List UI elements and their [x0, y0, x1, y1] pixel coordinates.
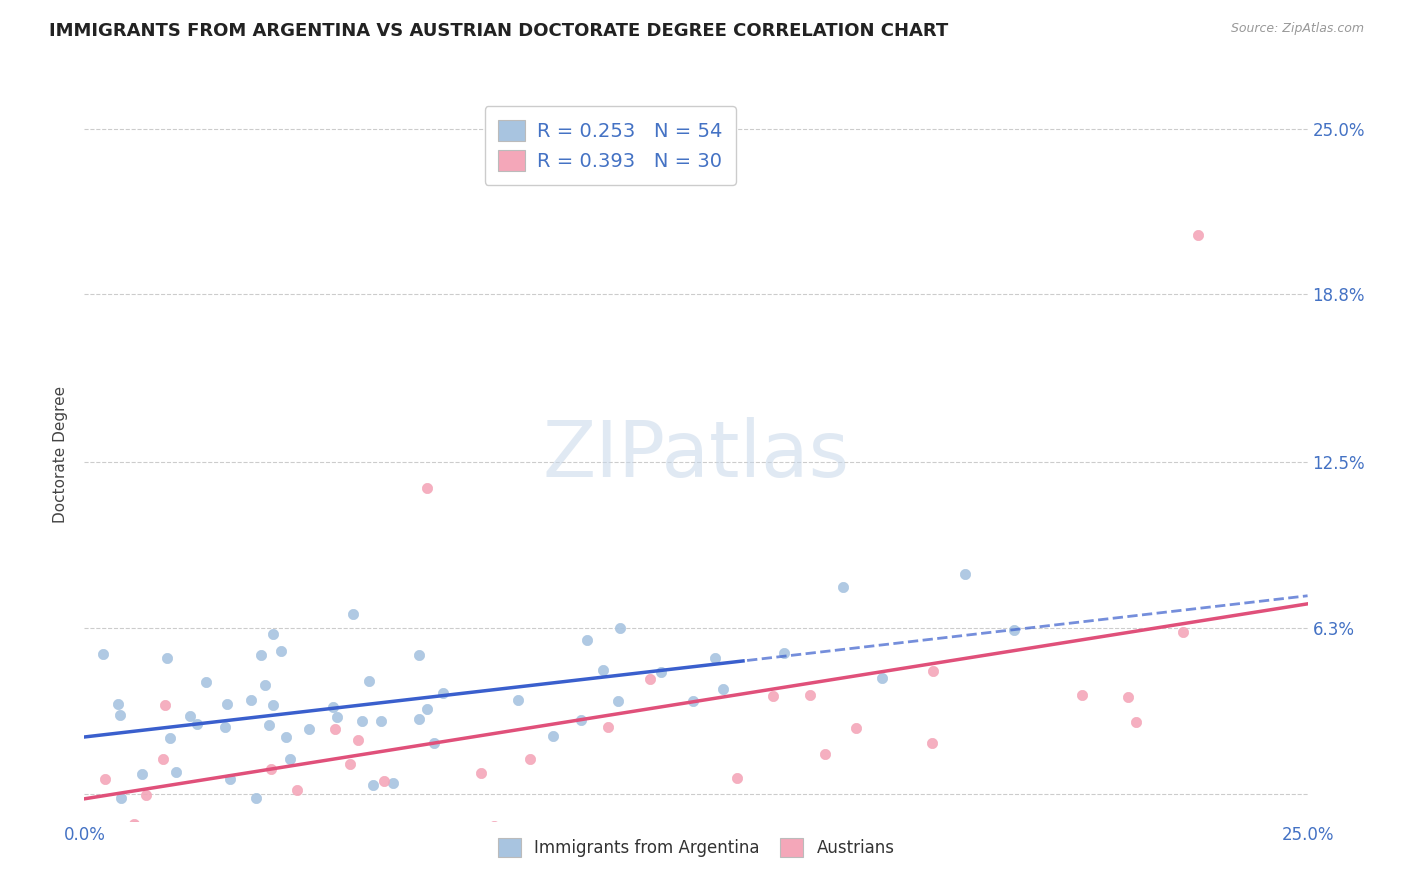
Point [131, 767, 153, 781]
Point [382, 776, 405, 790]
Point [638, 673, 661, 687]
Point [814, 747, 837, 762]
Point [250, 648, 273, 662]
Point [91, 647, 114, 661]
Point [326, 709, 349, 723]
Point [253, 677, 276, 691]
Point [831, 580, 853, 594]
Point [245, 790, 267, 805]
Point [596, 720, 619, 734]
Point [195, 674, 218, 689]
Point [470, 765, 492, 780]
Point [416, 481, 439, 495]
Point [107, 697, 129, 711]
Point [592, 664, 614, 678]
Point [239, 693, 262, 707]
Text: Source: ZipAtlas.com: Source: ZipAtlas.com [1230, 22, 1364, 36]
Point [921, 735, 943, 749]
Point [278, 752, 301, 766]
Point [1187, 228, 1209, 243]
Point [186, 717, 208, 731]
Point [799, 688, 821, 702]
Point [650, 665, 672, 680]
Point [259, 717, 281, 731]
Point [323, 723, 346, 737]
Point [219, 772, 242, 786]
Point [1173, 625, 1195, 640]
Point [773, 646, 796, 660]
Text: IMMIGRANTS FROM ARGENTINA VS AUSTRIAN DOCTORATE DEGREE CORRELATION CHART: IMMIGRANTS FROM ARGENTINA VS AUSTRIAN DO… [49, 22, 949, 40]
Point [370, 714, 392, 729]
Text: ZIPatlas: ZIPatlas [543, 417, 849, 493]
Point [347, 733, 370, 747]
Point [152, 751, 174, 765]
Point [845, 721, 868, 735]
Point [519, 751, 541, 765]
Point [432, 686, 454, 700]
Point [762, 689, 785, 703]
Point [260, 762, 283, 776]
Point [416, 702, 439, 716]
Legend: Immigrants from Argentina, Austrians: Immigrants from Argentina, Austrians [488, 829, 904, 867]
Point [373, 773, 395, 788]
Point [276, 730, 298, 744]
Point [870, 671, 893, 685]
Point [725, 771, 748, 785]
Point [922, 664, 945, 678]
Point [541, 729, 564, 743]
Point [135, 788, 157, 802]
Point [108, 708, 131, 723]
Point [217, 697, 239, 711]
Y-axis label: Doctorate Degree: Doctorate Degree [53, 386, 69, 524]
Point [408, 648, 430, 662]
Point [1002, 623, 1025, 637]
Point [1116, 690, 1139, 705]
Point [122, 817, 145, 831]
Point [339, 756, 361, 771]
Point [110, 790, 132, 805]
Point [408, 711, 430, 725]
Point [124, 819, 146, 833]
Point [1125, 714, 1147, 729]
Point [576, 632, 599, 647]
Point [352, 714, 374, 729]
Point [262, 627, 284, 641]
Point [342, 607, 364, 622]
Point [569, 714, 592, 728]
Point [422, 736, 444, 750]
Point [159, 731, 181, 745]
Point [506, 693, 529, 707]
Point [179, 709, 201, 723]
Point [214, 720, 236, 734]
Point [357, 674, 380, 689]
Point [1071, 688, 1094, 702]
Point [682, 693, 704, 707]
Point [704, 651, 727, 665]
Point [93, 772, 115, 787]
Point [165, 765, 187, 780]
Point [156, 651, 179, 665]
Point [270, 644, 292, 658]
Point [298, 723, 321, 737]
Point [361, 779, 384, 793]
Point [322, 699, 344, 714]
Point [285, 783, 308, 797]
Point [484, 819, 506, 833]
Point [262, 698, 284, 712]
Point [609, 621, 631, 635]
Point [606, 694, 628, 708]
Point [153, 698, 176, 713]
Point [711, 682, 734, 697]
Point [953, 566, 976, 581]
